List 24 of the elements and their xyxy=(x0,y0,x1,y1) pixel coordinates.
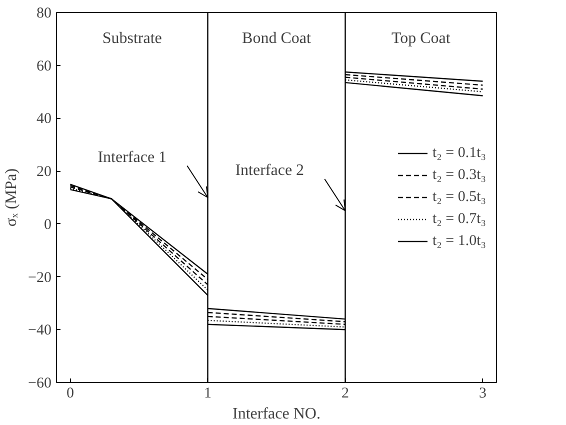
y-tick-label: −40 xyxy=(28,322,52,339)
legend-label: t₂ = 0.1t₃ xyxy=(432,144,486,162)
y-tick-label: 20 xyxy=(36,164,52,180)
y-tick-label: 60 xyxy=(36,58,52,74)
x-tick-label: 0 xyxy=(66,386,74,402)
y-tick-label: 80 xyxy=(36,6,52,22)
x-tick-label: 3 xyxy=(479,386,486,402)
legend-label: t₂ = 0.7t₃ xyxy=(432,210,486,228)
annotation: Top Coat xyxy=(391,30,451,47)
y-tick-label: −20 xyxy=(28,270,52,286)
legend-label: t₂ = 0.5t₃ xyxy=(432,188,486,206)
annotation: Bond Coat xyxy=(242,30,312,47)
y-tick-label: 0 xyxy=(44,216,52,233)
annotation: Substrate xyxy=(102,30,162,47)
annotation: Interface 1 xyxy=(98,148,167,166)
annotation: Interface 2 xyxy=(235,162,304,179)
y-tick-label: −60 xyxy=(28,376,52,392)
legend-label: t₂ = 1.0t₃ xyxy=(432,232,486,250)
legend-label: t₂ = 0.3t₃ xyxy=(432,166,486,184)
y-axis-title: σₓ (MPa) xyxy=(3,168,20,227)
y-tick-label: 40 xyxy=(36,111,52,128)
x-axis-title: Interface NO. xyxy=(232,406,320,422)
x-tick-label: 1 xyxy=(204,386,212,402)
x-tick-label: 2 xyxy=(342,386,349,402)
